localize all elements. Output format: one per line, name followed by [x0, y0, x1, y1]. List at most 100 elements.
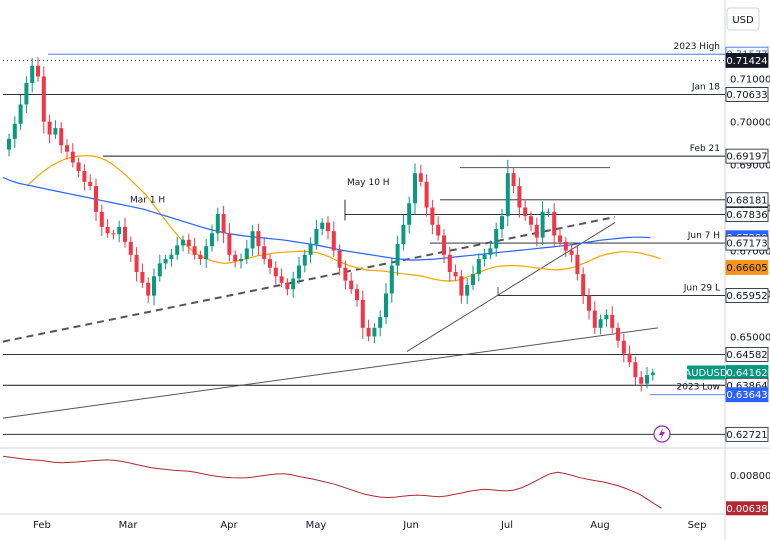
- horizontal-levels: 2023 High Jan 18 Feb 21 Jun 7 H Jun 29 L 2023…: [3, 42, 725, 435]
- candle-body: [285, 282, 290, 290]
- candle-body: [175, 245, 180, 255]
- candle-body: [297, 265, 301, 279]
- candle-body: [627, 353, 632, 363]
- price-tag-label: 0.63864: [726, 381, 767, 392]
- candle-body: [337, 250, 342, 268]
- price-tag: [725, 387, 769, 403]
- candle-body: [447, 254, 452, 272]
- candle-body: [523, 207, 528, 217]
- candle-body: [581, 274, 586, 296]
- candle-body: [169, 254, 174, 260]
- candle-body: [413, 173, 417, 204]
- time-axis: Feb Mar Apr May Jun Jul Aug Sep: [33, 520, 706, 531]
- price-tag-label: 0.67836: [726, 210, 767, 221]
- candle-body: [210, 233, 214, 247]
- candle-body: [99, 211, 104, 227]
- candle-body: [146, 282, 151, 296]
- candle-body: [459, 276, 464, 296]
- price-tag-label: 0.71424: [726, 56, 767, 67]
- candle-body: [355, 289, 359, 300]
- candle-body: [430, 207, 435, 225]
- price-tag: [725, 53, 769, 68]
- candle-body: [575, 254, 580, 275]
- candle-body: [476, 259, 481, 275]
- sma-orange-line: [26, 154, 661, 282]
- candle-body: [326, 222, 330, 232]
- candle-body: [233, 254, 238, 262]
- level-label: Jan 18: [691, 82, 720, 92]
- candle-body: [291, 278, 296, 290]
- indicator-tag: [726, 501, 768, 516]
- time-tick-label: Jul: [500, 520, 513, 531]
- price-tag: [725, 426, 769, 442]
- indicator-pane: 0.00800 0.00638: [2, 455, 770, 516]
- candle-body: [366, 327, 371, 337]
- candle-body: [331, 231, 336, 251]
- indicator-tag-label: 0.00638: [726, 504, 767, 515]
- candle-body: [610, 314, 615, 328]
- price-tag: [725, 148, 769, 164]
- candle-body: [650, 372, 655, 376]
- candle-body: [128, 241, 133, 255]
- candle-body: [268, 259, 272, 268]
- candle-body: [59, 128, 64, 146]
- dashed-trendline: [2, 216, 616, 343]
- time-tick-label: Aug: [590, 520, 610, 531]
- candle-body: [18, 104, 23, 124]
- candle-body: [152, 276, 156, 296]
- candle-body: [157, 263, 162, 277]
- candle-body: [7, 138, 11, 150]
- candle-body: [424, 181, 429, 208]
- candle-body: [279, 276, 284, 283]
- candle-body: [465, 284, 470, 296]
- indicator-line: [2, 455, 662, 509]
- candle-body: [343, 267, 348, 281]
- price-tag-label: 0.67173: [726, 239, 767, 250]
- price-tag-label: 0.65952: [726, 291, 767, 302]
- candle-body: [494, 229, 499, 249]
- candle-body: [389, 265, 394, 294]
- candle-body: [186, 239, 191, 247]
- price-tick-label: 0.71000: [730, 75, 770, 86]
- candle-body: [616, 327, 620, 341]
- candle-body: [88, 181, 93, 187]
- time-tick-label: May: [306, 520, 327, 531]
- candle-body: [24, 82, 29, 105]
- candle-body: [117, 226, 122, 235]
- candle-body: [540, 211, 545, 238]
- price-tag-label: 0.69197: [726, 152, 767, 163]
- candle-body: [302, 254, 307, 266]
- candle-body: [36, 65, 40, 77]
- time-tick-label: Sep: [688, 520, 707, 531]
- candle-body: [227, 233, 232, 255]
- candle-body: [273, 267, 278, 277]
- candle-body: [482, 254, 487, 260]
- candle-body: [12, 123, 17, 139]
- price-tag: [725, 260, 769, 275]
- price-tag-label: 0.62721: [726, 430, 767, 441]
- price-tag-label: 0.70633: [726, 90, 767, 101]
- candle-body: [215, 214, 220, 234]
- symbol-tag: [687, 365, 725, 380]
- candle-body: [453, 272, 458, 277]
- candle-body: [163, 259, 168, 264]
- candle-body: [517, 186, 522, 208]
- time-tick-label: Jun: [402, 520, 419, 531]
- price-tick-label: 0.69000: [730, 161, 770, 172]
- time-tick-label: Mar: [119, 520, 139, 531]
- currency-label: USD: [732, 15, 754, 26]
- candle-body: [30, 65, 35, 83]
- trend-lines: [2, 167, 659, 419]
- candle-body: [360, 299, 365, 328]
- price-tag: [725, 87, 769, 102]
- price-tag-label: 0.63643: [726, 390, 767, 401]
- price-tag-label: 0.64162: [726, 368, 767, 379]
- candle-body: [204, 246, 209, 260]
- symbol-tag-label: AUDUSD: [684, 368, 728, 379]
- candle-body: [633, 362, 638, 378]
- sma-blue-line: [2, 176, 651, 261]
- candle-body: [314, 229, 319, 245]
- price-axis: 0.710000.700000.690000.680000.670000.660…: [684, 46, 770, 442]
- price-tag: [725, 207, 769, 223]
